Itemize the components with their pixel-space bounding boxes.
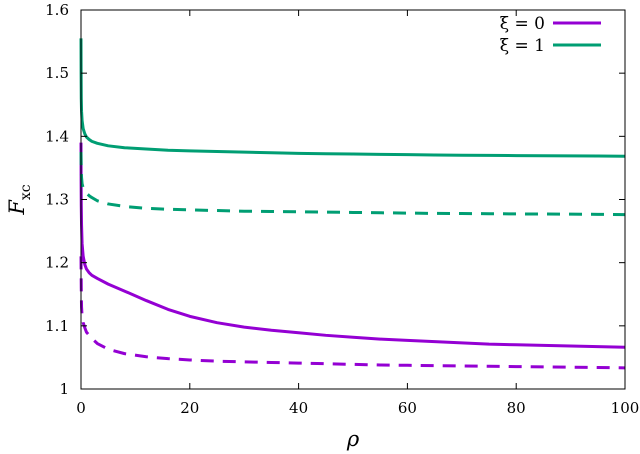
series-line-1 [79, 38, 626, 158]
series-layer [79, 38, 626, 370]
dashed-series-line-2 [79, 256, 626, 370]
y-tick-label: 1.2 [45, 254, 69, 272]
y-tick-label: 1.1 [45, 317, 69, 335]
x-tick-label: 20 [180, 399, 199, 417]
x-tick-label: 60 [398, 399, 417, 417]
y-tick-label: 1.4 [45, 127, 69, 145]
y-tick-label: 1.6 [45, 1, 69, 19]
x-tick-label: 100 [611, 399, 640, 417]
x-axis-label: ρ [346, 427, 360, 451]
axis-ticks: 0 20 40 60 80 100 1 1.1 1.2 1.3 1.4 1.5 1.6 [45, 1, 639, 417]
x-tick-label: 80 [507, 399, 526, 417]
y-axis-label: Fxc [5, 184, 34, 215]
legend-label: ξ = 0 [500, 14, 545, 34]
y-axis-label-main: F [5, 199, 29, 216]
y-tick-label: 1.5 [45, 64, 69, 82]
legend: ξ = 0ξ = 1 [500, 14, 601, 56]
plot-area-border [80, 9, 626, 390]
legend-label: ξ = 1 [500, 36, 545, 56]
y-tick-label: 1 [59, 380, 69, 398]
axis-labels: ρ Fxc [5, 184, 360, 451]
y-tick-label: 1.3 [45, 191, 69, 209]
x-tick-label: 0 [76, 399, 86, 417]
series-line-0 [79, 142, 626, 349]
dashed-series-line-3 [79, 152, 626, 217]
y-axis-label-subscript: xc [18, 184, 34, 200]
x-tick-label: 40 [289, 399, 308, 417]
